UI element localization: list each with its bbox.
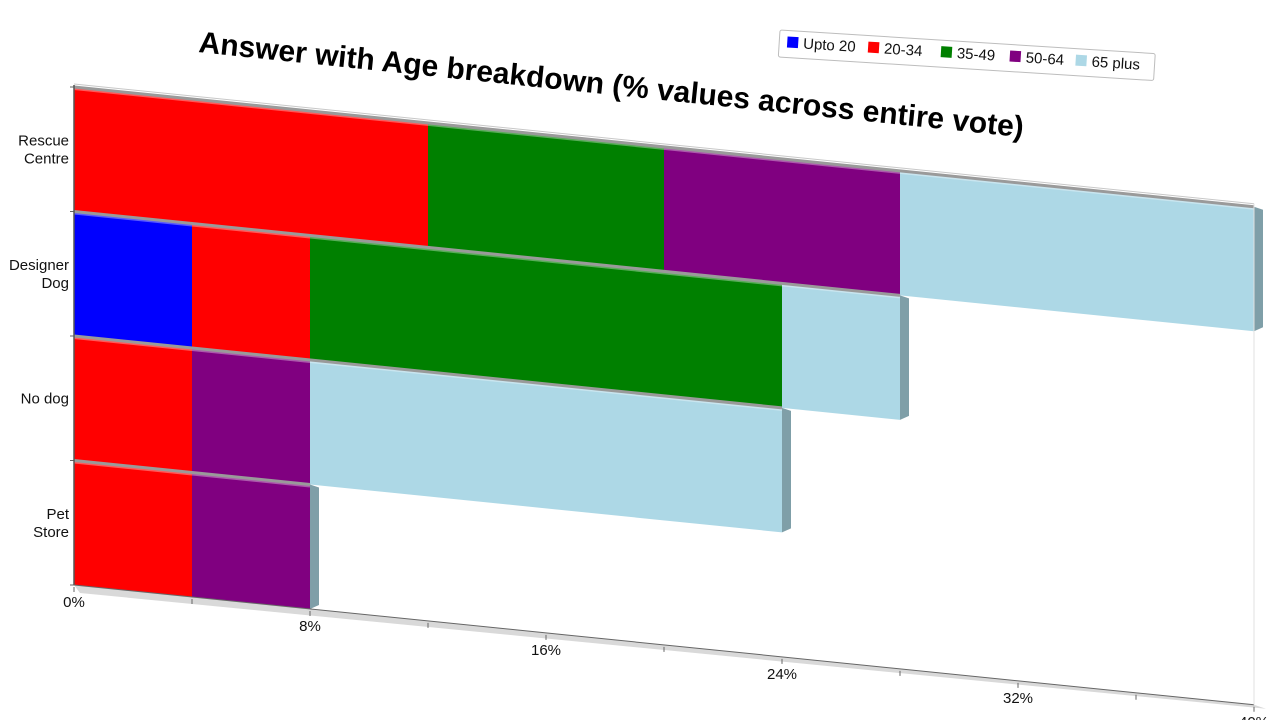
bar-end-cap (310, 484, 319, 609)
row-separator (73, 210, 901, 297)
plot-top-edge (73, 83, 1255, 205)
legend-swatch-35-49 (940, 46, 953, 58)
legend-label-35-49: 35-49 (956, 45, 995, 64)
legend-label-50-64: 50-64 (1025, 50, 1064, 69)
bar-segment-no-dog-65-plus (310, 359, 782, 533)
legend-label-20-34: 20-34 (883, 41, 922, 60)
x-tick-label: 8% (299, 618, 321, 635)
row-separator (73, 459, 311, 486)
legend-swatch-20-34 (867, 41, 880, 54)
bar-segment-pet-store-50-64 (192, 472, 310, 609)
bar-segment-designer-dog-20-34 (192, 223, 310, 360)
legend-label-upto-20: Upto 20 (803, 35, 857, 55)
x-tick-label: 40% (1239, 714, 1269, 720)
bar-segment-rescue-centre-65-plus (900, 170, 1254, 332)
bar-segment-no-dog-20-34 (74, 336, 192, 473)
bar-segment-rescue-centre-35-49 (428, 122, 664, 272)
row-separator (73, 334, 783, 410)
bar-segment-no-dog-50-64 (192, 347, 310, 485)
axes: Rescue Centre Designer Dog No dog Pet Store 0% 8… (9, 83, 1269, 720)
bar-segment-designer-dog-35-49 (310, 235, 782, 408)
x-tick-label: 24% (767, 666, 797, 683)
bar-segment-designer-dog-65-plus (782, 283, 900, 420)
bar-segment-pet-store-20-34 (74, 460, 192, 597)
category-label: Rescue Centre (18, 132, 69, 167)
bar-segment-rescue-centre-20-34 (74, 87, 428, 248)
x-axis-line (73, 584, 1255, 706)
legend-swatch-upto-20 (786, 36, 799, 49)
row-separator (73, 85, 1255, 209)
bar-end-cap (1254, 206, 1263, 332)
category-label: Pet Store (33, 506, 70, 541)
bar-segment-designer-dog-upto-20 (74, 211, 192, 348)
x-tick-label: 0% (63, 594, 85, 611)
bar-end-cap (782, 407, 791, 533)
category-label: Designer Dog (9, 257, 69, 292)
bar-end-cap (900, 295, 909, 420)
category-label: No dog (21, 390, 69, 407)
x-axis-floor (74, 585, 1266, 709)
legend-swatch-65-plus (1075, 54, 1088, 67)
x-tick-label: 16% (531, 642, 561, 659)
legend: Upto 20 20-34 35-49 50-64 65 plus (777, 29, 1156, 81)
legend-label-65-plus: 65 plus (1091, 54, 1140, 74)
legend-swatch-50-64 (1009, 50, 1022, 63)
plot-area (73, 85, 1263, 609)
x-tick-label: 32% (1003, 690, 1033, 707)
bar-segment-rescue-centre-50-64 (664, 146, 900, 296)
